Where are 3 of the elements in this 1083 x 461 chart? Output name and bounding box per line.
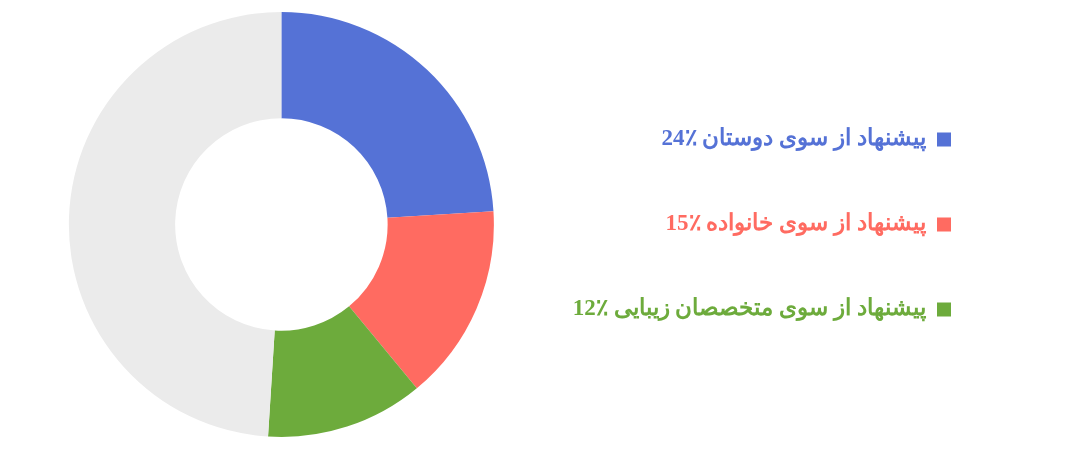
legend-label: 12٪ پیشنهاد از سوی متخصصان زیبایی [572,295,927,323]
legend-label: 24٪ پیشنهاد از سوی دوستان [661,125,927,153]
legend-label: 15٪ پیشنهاد از سوی خانواده [665,210,927,238]
